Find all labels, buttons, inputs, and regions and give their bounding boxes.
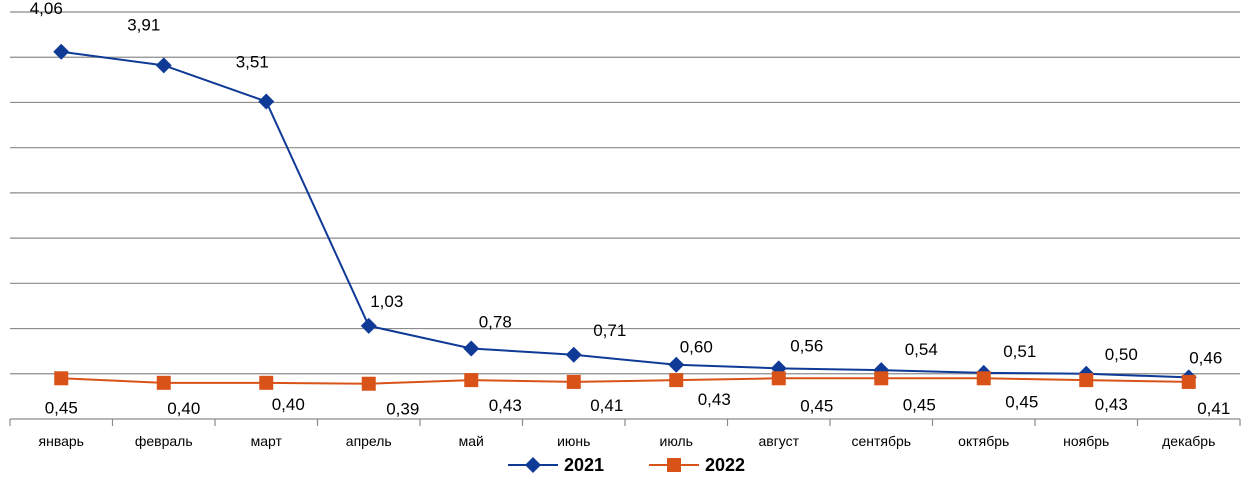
- x-tick-label: апрель: [346, 433, 392, 449]
- data-label-2022: 0,41: [590, 396, 623, 415]
- x-tick-label: август: [758, 433, 799, 449]
- data-label-2021: 1,03: [370, 292, 403, 311]
- data-point-2021: [258, 93, 275, 110]
- data-label-2022: 0,45: [45, 398, 78, 417]
- series-line-2022: [61, 377, 1189, 385]
- data-label-2021: 0,71: [593, 321, 626, 340]
- data-label-2021: 3,91: [127, 15, 160, 34]
- legend-marker-2021: [525, 457, 541, 473]
- data-label-2021: 0,51: [1003, 342, 1036, 361]
- x-tick-label: март: [251, 433, 283, 449]
- data-label-2022: 0,43: [1095, 395, 1128, 414]
- data-label-2022: 0,41: [1197, 399, 1230, 418]
- data-point-2022: [1181, 374, 1196, 389]
- data-point-2022: [669, 373, 684, 388]
- series-layer: [53, 43, 1197, 391]
- data-point-2021: [53, 43, 70, 60]
- data-point-2021: [565, 346, 582, 363]
- x-tick-label: май: [459, 433, 484, 449]
- data-label-2022: 0,43: [698, 390, 731, 409]
- data-label-2022: 0,39: [386, 400, 419, 419]
- data-point-2022: [1079, 373, 1094, 388]
- legend: 2021 2022: [508, 455, 745, 475]
- data-label-layer: 4,06 3,91 3,51 1,03 0,78 0,71 0,60 0,56 0,54 0,51…: [30, 0, 1231, 419]
- data-label-2022: 0,43: [489, 396, 522, 415]
- x-tick-label: январь: [39, 433, 84, 449]
- data-label-2022: 0,45: [800, 396, 833, 415]
- data-label-2022: 0,45: [1005, 392, 1038, 411]
- x-tick-label: декабрь: [1162, 433, 1215, 449]
- x-tick-label: июль: [660, 433, 693, 449]
- data-label-2022: 0,45: [903, 395, 936, 414]
- data-label-2022: 0,40: [167, 399, 200, 418]
- data-label-2021: 0,60: [680, 338, 713, 357]
- x-tick-label: октябрь: [958, 433, 1009, 449]
- axis-layer: январь февраль март апрель май июнь июль август…: [9, 418, 1241, 449]
- data-label-2022: 0,40: [272, 395, 305, 414]
- grid-layer: [10, 11, 1240, 375]
- data-point-2022: [361, 376, 376, 391]
- data-point-2022: [156, 375, 171, 390]
- data-point-2021: [360, 317, 377, 334]
- legend-label-2022: 2022: [705, 455, 745, 475]
- data-label-2021: 0,54: [905, 340, 938, 359]
- data-label-2021: 0,46: [1189, 348, 1222, 367]
- x-tick-label: ноябрь: [1063, 433, 1109, 449]
- x-tick-label: июнь: [557, 433, 590, 449]
- data-point-2022: [54, 371, 69, 386]
- data-label-2021: 0,56: [790, 336, 823, 355]
- data-point-2021: [668, 356, 685, 373]
- series-line-2021: [61, 50, 1189, 379]
- data-label-2021: 4,06: [30, 0, 63, 18]
- data-label-2021: 0,78: [479, 312, 512, 331]
- legend-item-2021: 2021: [508, 455, 604, 475]
- legend-label-2021: 2021: [564, 455, 604, 475]
- data-point-2022: [976, 371, 991, 386]
- data-point-2021: [155, 57, 172, 74]
- data-label-2021: 0,50: [1105, 345, 1138, 364]
- data-point-2022: [259, 375, 274, 390]
- data-point-2022: [771, 371, 786, 386]
- legend-item-2022: 2022: [649, 455, 745, 475]
- data-label-2021: 3,51: [236, 53, 269, 72]
- x-tick-label: февраль: [135, 433, 193, 449]
- data-point-2022: [874, 371, 889, 386]
- legend-marker-2022: [667, 458, 681, 472]
- data-point-2022: [464, 373, 479, 388]
- data-point-2021: [463, 340, 480, 357]
- data-point-2022: [566, 374, 581, 389]
- x-tick-label: сентябрь: [851, 433, 911, 449]
